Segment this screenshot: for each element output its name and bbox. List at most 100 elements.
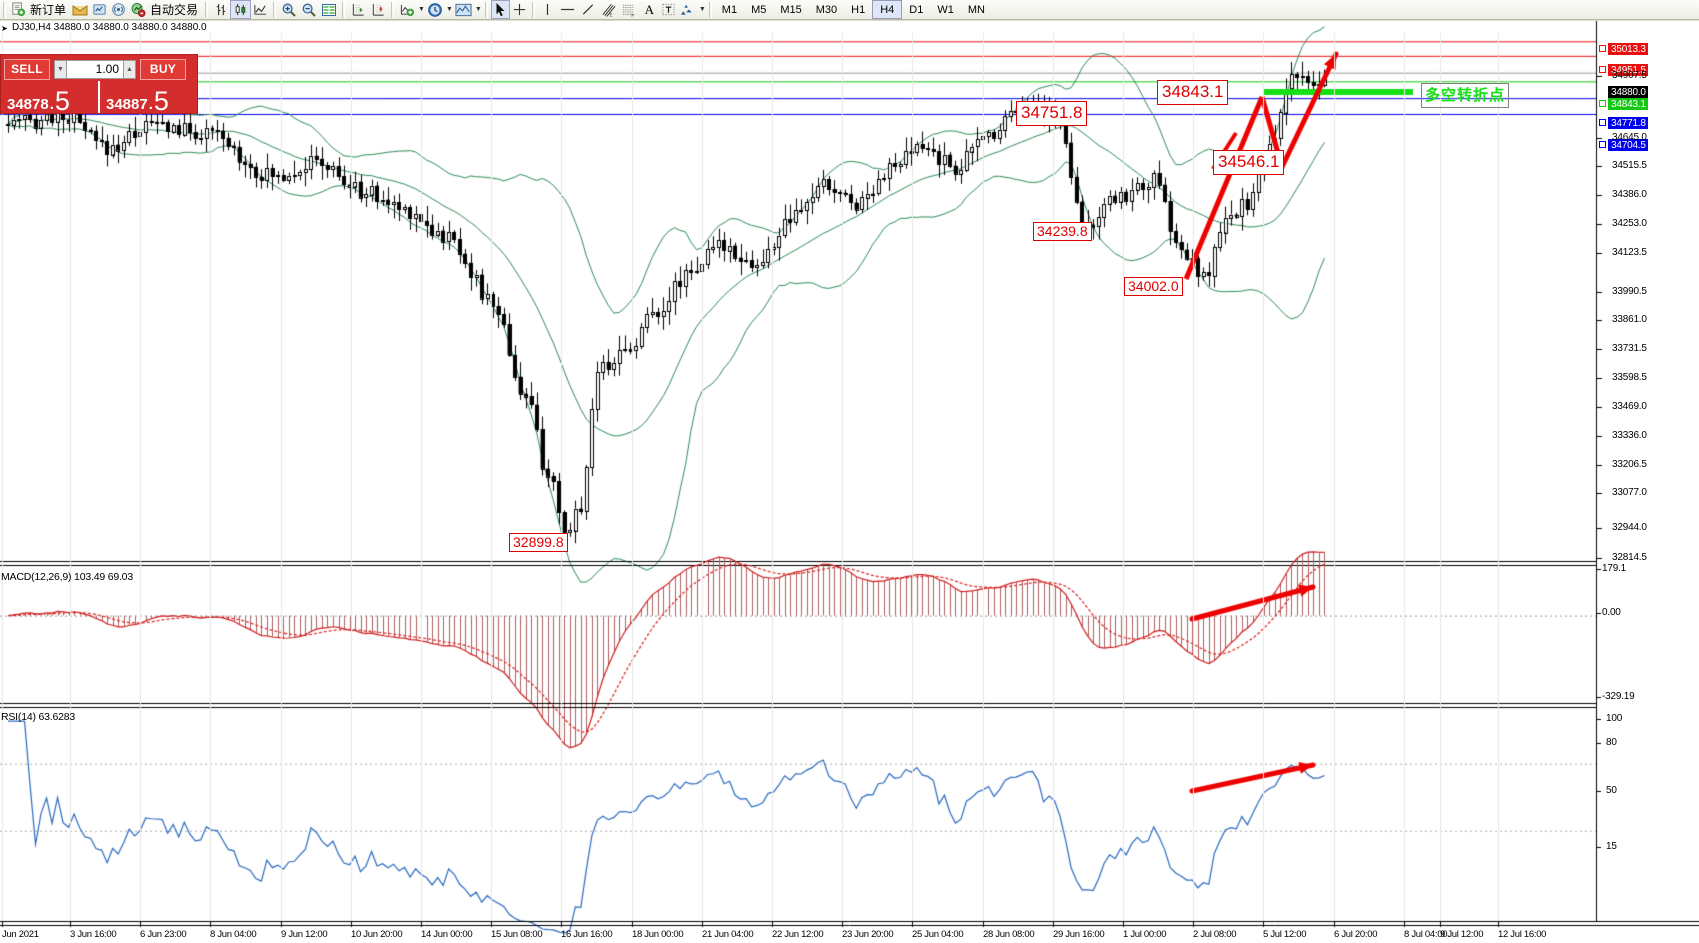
signals-icon[interactable] — [109, 0, 128, 19]
price-level-handle[interactable] — [1599, 141, 1606, 148]
buy-price-integer: 34887 — [106, 96, 148, 113]
annotation-34751[interactable]: 34751.8 — [1016, 101, 1088, 126]
vertical-line-icon[interactable] — [538, 0, 557, 19]
zoom-out-icon[interactable] — [299, 0, 319, 19]
sell-price-integer: 34878 — [7, 96, 49, 113]
annotation-34239[interactable]: 34239.8 — [1033, 222, 1092, 242]
buy-price[interactable]: 34887 . 5 — [98, 81, 197, 116]
toolbar-separator — [708, 1, 712, 18]
price-axis-tick: 33861.0 — [1612, 314, 1647, 325]
toolbar-separator — [391, 1, 395, 18]
data-window-icon[interactable] — [319, 0, 339, 19]
timeframe-button-d1[interactable]: D1 — [909, 3, 924, 16]
chevron-down-icon[interactable]: ▼ — [418, 6, 425, 13]
timeframe-button-mn[interactable]: MN — [967, 3, 985, 16]
rsi-axis-tick: 50 — [1606, 785, 1617, 796]
toolbar-group-cursor — [490, 0, 529, 20]
price-level-handle[interactable] — [1599, 66, 1606, 73]
chinese-annotation[interactable]: 多空转折点 — [1421, 83, 1510, 108]
buy-price-dot: . — [148, 96, 153, 113]
bar-chart-icon[interactable] — [211, 0, 230, 19]
cursor-icon[interactable] — [490, 0, 510, 19]
timeframe-button-h4[interactable]: H4 — [872, 0, 903, 19]
toolbar-separator — [273, 1, 277, 18]
one-click-trading-panel[interactable]: SELL ▼ 1.00 ▲ BUY 34878 . 5 34887 . 5 — [0, 54, 198, 114]
time-axis-tick: 14 Jun 00:00 — [421, 929, 473, 940]
new-order-button[interactable] — [9, 0, 28, 19]
time-axis-tick: 23 Jun 20:00 — [842, 929, 894, 940]
chevron-down-icon[interactable]: ▼ — [474, 6, 482, 13]
terminal-icon[interactable] — [90, 0, 109, 19]
trendline-icon[interactable] — [578, 0, 598, 19]
volume-input[interactable]: 1.00 — [67, 59, 123, 79]
timeframe-button-w1[interactable]: W1 — [937, 3, 954, 16]
buy-price-fraction: 5 — [153, 85, 169, 116]
volume-decrement-button[interactable]: ▼ — [54, 59, 67, 79]
templates-icon[interactable] — [453, 0, 474, 19]
horizontal-line-icon[interactable] — [557, 0, 578, 19]
sell-price[interactable]: 34878 . 5 — [1, 81, 98, 114]
rsi-axis-tick: 80 — [1606, 737, 1617, 748]
oct-prices: 34878 . 5 34887 . 5 — [1, 81, 197, 116]
price-level-tag-34771-8[interactable]: 34771.8 — [1599, 117, 1648, 129]
price-level-handle[interactable] — [1599, 100, 1606, 107]
time-axis-tick: 21 Jun 04:00 — [702, 929, 754, 940]
autotrading-icon[interactable] — [128, 0, 148, 19]
envelope-icon[interactable] — [70, 0, 90, 19]
price-level-handle[interactable] — [1599, 119, 1606, 126]
shapes-icon[interactable] — [678, 0, 698, 19]
toolbar-timeframes: M1 M5 M15 M30 H1 H4 D1 W1 MN — [715, 0, 992, 20]
chevron-down-icon[interactable]: ▼ — [698, 6, 706, 13]
chevron-down-icon[interactable]: ▼ — [445, 6, 453, 13]
price-level-tag-34843-1[interactable]: 34843.1 — [1599, 98, 1648, 110]
fibonacci-icon[interactable]: F — [619, 0, 640, 19]
price-level-tag-34951-5[interactable]: 34951.5 — [1599, 64, 1648, 76]
rsi-axis-tick: 15 — [1606, 841, 1617, 852]
price-axis-tick: 33206.5 — [1612, 459, 1647, 470]
timeframe-button-m5[interactable]: M5 — [751, 3, 767, 16]
macd-axis-tick: -329.19 — [1602, 691, 1635, 702]
clock-icon[interactable] — [425, 0, 445, 19]
svg-text:F: F — [631, 13, 634, 18]
volume-increment-button[interactable]: ▲ — [123, 59, 136, 79]
buy-button[interactable]: BUY — [140, 58, 186, 80]
time-axis-tick: 2 Jul 08:00 — [1193, 929, 1237, 940]
price-level-tag-34880-0[interactable]: 34880.0 — [1608, 86, 1648, 98]
timeframe-button-m30[interactable]: M30 — [815, 3, 838, 16]
time-axis-tick: 8 Jul 04:00 — [1404, 929, 1448, 940]
annotation-32899[interactable]: 32899.8 — [509, 533, 568, 553]
price-axis-tick: 34907.5 — [1612, 70, 1647, 81]
text-label-icon[interactable] — [659, 0, 678, 19]
text-icon[interactable]: A — [644, 1, 655, 17]
line-chart-icon[interactable] — [251, 0, 270, 19]
time-axis-tick: 29 Jun 16:00 — [1053, 929, 1105, 940]
sell-price-dot: . — [49, 96, 54, 113]
indicators-icon[interactable] — [397, 0, 417, 19]
chart-shift-icon[interactable] — [368, 0, 388, 19]
crosshair-icon[interactable] — [510, 0, 529, 19]
svg-text:E: E — [609, 12, 612, 17]
macd-axis-tick: 0.00 — [1602, 607, 1621, 618]
price-axis-tick: 32944.0 — [1612, 522, 1647, 533]
price-level-value: 34880.0 — [1611, 86, 1646, 98]
price-level-handle[interactable] — [1599, 45, 1606, 52]
time-axis-tick: 6 Jul 20:00 — [1334, 929, 1378, 940]
price-level-tag-34704-5[interactable]: 34704.5 — [1599, 139, 1648, 151]
zoom-in-icon[interactable] — [279, 0, 299, 19]
price-level-tag-35013-3[interactable]: 35013.3 — [1599, 43, 1648, 55]
equidistant-channel-icon[interactable]: E — [598, 0, 619, 19]
annotation-34843[interactable]: 34843.1 — [1157, 80, 1229, 105]
price-level-value: 34704.5 — [1611, 139, 1646, 151]
timeframe-button-m1[interactable]: M1 — [721, 3, 738, 16]
annotation-34002[interactable]: 34002.0 — [1124, 277, 1183, 297]
annotation-34546[interactable]: 34546.1 — [1213, 150, 1285, 175]
timeframe-button-h1[interactable]: H1 — [851, 3, 866, 16]
toolbar-separator — [3, 1, 6, 18]
timeframe-button-m15[interactable]: M15 — [780, 3, 802, 16]
price-chart-canvas[interactable] — [0, 21, 1699, 943]
auto-scroll-icon[interactable] — [348, 0, 368, 19]
volume-stepper[interactable]: ▼ 1.00 ▲ — [54, 59, 136, 80]
candlestick-chart-icon[interactable] — [230, 0, 252, 19]
chart-area[interactable]: ➤ DJ30,H4 34880.0 34880.0 34880.0 34880.… — [0, 20, 1699, 943]
sell-button[interactable]: SELL — [4, 58, 50, 80]
